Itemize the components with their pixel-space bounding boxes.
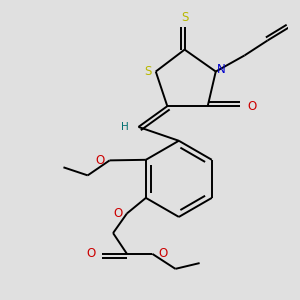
Text: N: N [217, 63, 226, 76]
Text: O: O [113, 207, 122, 220]
Text: O: O [247, 100, 256, 113]
Text: O: O [86, 247, 96, 260]
Text: S: S [144, 65, 152, 78]
Text: S: S [181, 11, 188, 24]
Text: O: O [158, 247, 167, 260]
Text: O: O [96, 154, 105, 167]
Text: H: H [121, 122, 128, 132]
